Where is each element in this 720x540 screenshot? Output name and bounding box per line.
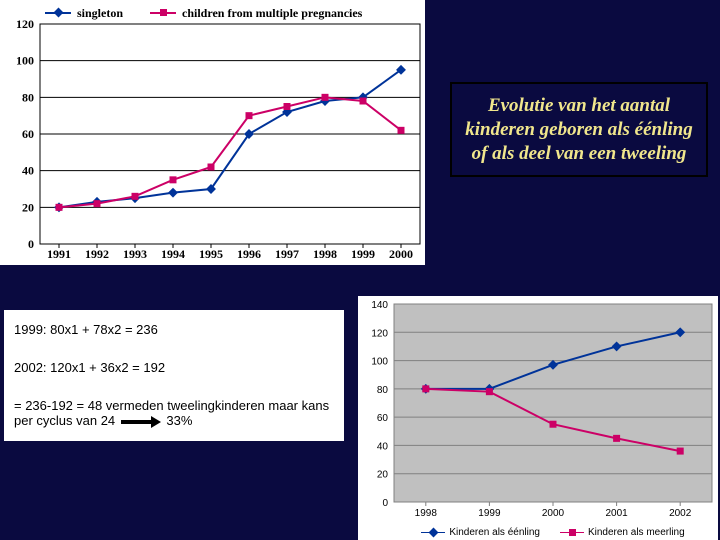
calc-line-3: = 236-192 = 48 vermeden tweelingkinderen…	[12, 392, 336, 435]
chart-top-container: singleton children from multiple pregnan…	[0, 0, 425, 265]
svg-text:2000: 2000	[542, 508, 565, 519]
svg-text:40: 40	[377, 441, 389, 452]
svg-text:1993: 1993	[123, 247, 147, 261]
svg-text:1996: 1996	[237, 247, 261, 261]
legend-marker	[45, 12, 71, 14]
svg-text:1992: 1992	[85, 247, 109, 261]
svg-text:20: 20	[22, 200, 34, 214]
chart-top-legend: singleton children from multiple pregnan…	[45, 3, 405, 21]
svg-text:0: 0	[382, 498, 388, 509]
legend-item-eenling: Kinderen als éénling	[421, 527, 540, 538]
svg-text:80: 80	[377, 385, 389, 396]
legend-item-multiple: children from multiple pregnancies	[150, 6, 362, 21]
chart-bottom-legend: Kinderen als éénling Kinderen als meerli…	[398, 527, 708, 538]
svg-text:120: 120	[16, 17, 34, 31]
title-text: Evolutie van het aantal kinderen geboren…	[465, 95, 692, 164]
arrow-icon	[121, 418, 161, 426]
legend-item-singleton: singleton	[45, 6, 123, 21]
calculation-box: 1999: 80x1 + 78x2 = 236 2002: 120x1 + 36…	[4, 310, 344, 441]
svg-text:120: 120	[371, 328, 388, 339]
legend-label: Kinderen als meerling	[588, 527, 685, 538]
chart-bottom-container: 0 20 40 60 80 100 120 140 1998 1999 2000 2001 2002 K…	[358, 296, 718, 540]
svg-text:2001: 2001	[605, 508, 628, 519]
svg-text:1998: 1998	[415, 508, 438, 519]
chart-top-svg: 0 20 40 60 80 100 120 1991 1992 1993 1994 1995 1996 1…	[0, 0, 425, 265]
svg-text:2002: 2002	[669, 508, 692, 519]
svg-text:20: 20	[377, 470, 389, 481]
svg-text:1998: 1998	[313, 247, 337, 261]
svg-text:100: 100	[371, 357, 388, 368]
legend-marker	[421, 532, 445, 534]
svg-text:100: 100	[16, 54, 34, 68]
calc-line-1: 1999: 80x1 + 78x2 = 236	[12, 316, 336, 344]
svg-text:2000: 2000	[389, 247, 413, 261]
svg-text:60: 60	[377, 413, 389, 424]
legend-marker	[560, 532, 584, 534]
svg-text:1994: 1994	[161, 247, 185, 261]
calc-line-3-post: 33%	[166, 413, 192, 428]
svg-text:80: 80	[22, 90, 34, 104]
calc-line-2: 2002: 120x1 + 36x2 = 192	[12, 354, 336, 382]
legend-label: singleton	[77, 6, 123, 21]
svg-text:40: 40	[22, 164, 34, 178]
chart-bottom-svg: 0 20 40 60 80 100 120 140 1998 1999 2000 2001 2002	[358, 296, 718, 540]
svg-text:60: 60	[22, 127, 34, 141]
svg-text:1997: 1997	[275, 247, 299, 261]
legend-marker	[150, 12, 176, 14]
svg-text:1999: 1999	[478, 508, 501, 519]
legend-item-meerling: Kinderen als meerling	[560, 527, 685, 538]
svg-text:140: 140	[371, 300, 388, 311]
svg-text:1991: 1991	[47, 247, 71, 261]
svg-text:0: 0	[28, 237, 34, 251]
svg-text:1999: 1999	[351, 247, 375, 261]
title-box: Evolutie van het aantal kinderen geboren…	[450, 82, 708, 177]
legend-label: children from multiple pregnancies	[182, 6, 362, 21]
legend-label: Kinderen als éénling	[449, 527, 540, 538]
svg-text:1995: 1995	[199, 247, 223, 261]
